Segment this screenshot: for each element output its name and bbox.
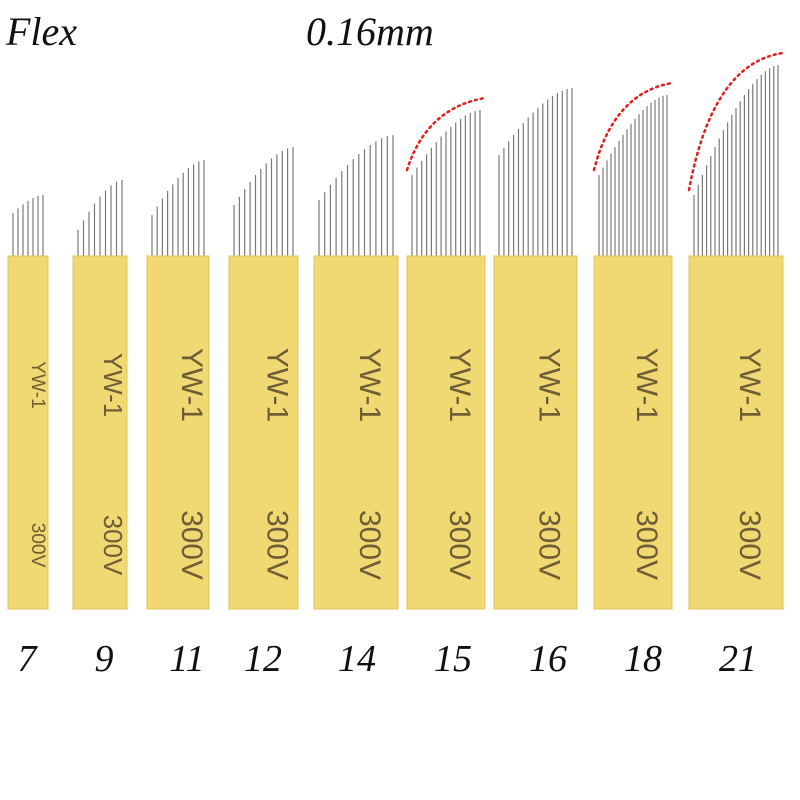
blade-code-print: 300V: [533, 510, 566, 580]
blade-body: [146, 255, 210, 610]
pin-count-label: 11: [169, 638, 205, 680]
pin-count-label: 21: [719, 638, 757, 680]
blade-code-print: 300V: [733, 510, 766, 580]
blade-body: [7, 255, 49, 610]
blade-body: [313, 255, 399, 610]
blade-model-print: YW-1: [98, 353, 126, 417]
blade-model-print: YW-1: [733, 348, 766, 422]
blade-needles: [318, 135, 394, 258]
blade-code-print: 300V: [353, 510, 386, 580]
blade-body: [228, 255, 299, 610]
pin-count-label: 14: [338, 638, 376, 680]
pin-count-label: 18: [624, 638, 662, 680]
blade-needles: [598, 95, 668, 258]
pin-count-label: 7: [17, 638, 37, 680]
blade-code-print: 300V: [175, 510, 208, 580]
blade-needles: [411, 110, 481, 258]
blade-needles: [77, 180, 123, 258]
microblade: YW-1 300V: [313, 135, 399, 610]
blade-body: [72, 255, 128, 610]
microblade: YW-1 300V: [146, 160, 210, 610]
blade-needles: [12, 195, 44, 258]
blade-body: [593, 255, 673, 610]
blade-model-print: YW-1: [443, 348, 476, 422]
blade-code-print: 300V: [27, 523, 48, 568]
pin-count-label: 16: [529, 638, 567, 680]
blade-body: [493, 255, 578, 610]
pin-count-label: 12: [244, 638, 282, 680]
curve-marker: [405, 96, 487, 172]
curve-marker: [687, 51, 785, 192]
blade-code-print: 300V: [443, 510, 476, 580]
needle-diameter-title: 0.16mm: [306, 9, 434, 54]
blade-model-print: YW-1: [533, 348, 566, 422]
blade-needles: [498, 88, 573, 258]
microblade: YW-1 300V: [405, 96, 487, 610]
blade-body: [406, 255, 486, 610]
blade-type-title: Flex: [6, 9, 78, 54]
blade-model-print: YW-1: [175, 348, 208, 422]
blade-needles: [151, 160, 205, 258]
blade-model-print: YW-1: [261, 348, 294, 422]
microblade: YW-1 300V: [7, 195, 49, 610]
microblade: YW-1 300V: [687, 51, 785, 610]
blade-model-print: YW-1: [27, 361, 48, 409]
blade-needles: [693, 65, 779, 258]
blade-code-print: 300V: [630, 510, 663, 580]
curve-marker: [592, 81, 674, 172]
microblade: YW-1 300V: [592, 81, 674, 610]
blade-code-print: 300V: [261, 510, 294, 580]
blade-model-print: YW-1: [353, 348, 386, 422]
pin-count-label: 9: [94, 638, 114, 680]
microblade: YW-1 300V: [493, 88, 578, 610]
blade-needles: [233, 147, 294, 258]
pin-count-label: 15: [434, 638, 472, 680]
microblade: YW-1 300V: [228, 147, 299, 610]
microblade: YW-1 300V: [72, 180, 128, 610]
blade-code-print: 300V: [98, 515, 126, 576]
blade-body: [688, 255, 784, 610]
blade-model-print: YW-1: [630, 348, 663, 422]
